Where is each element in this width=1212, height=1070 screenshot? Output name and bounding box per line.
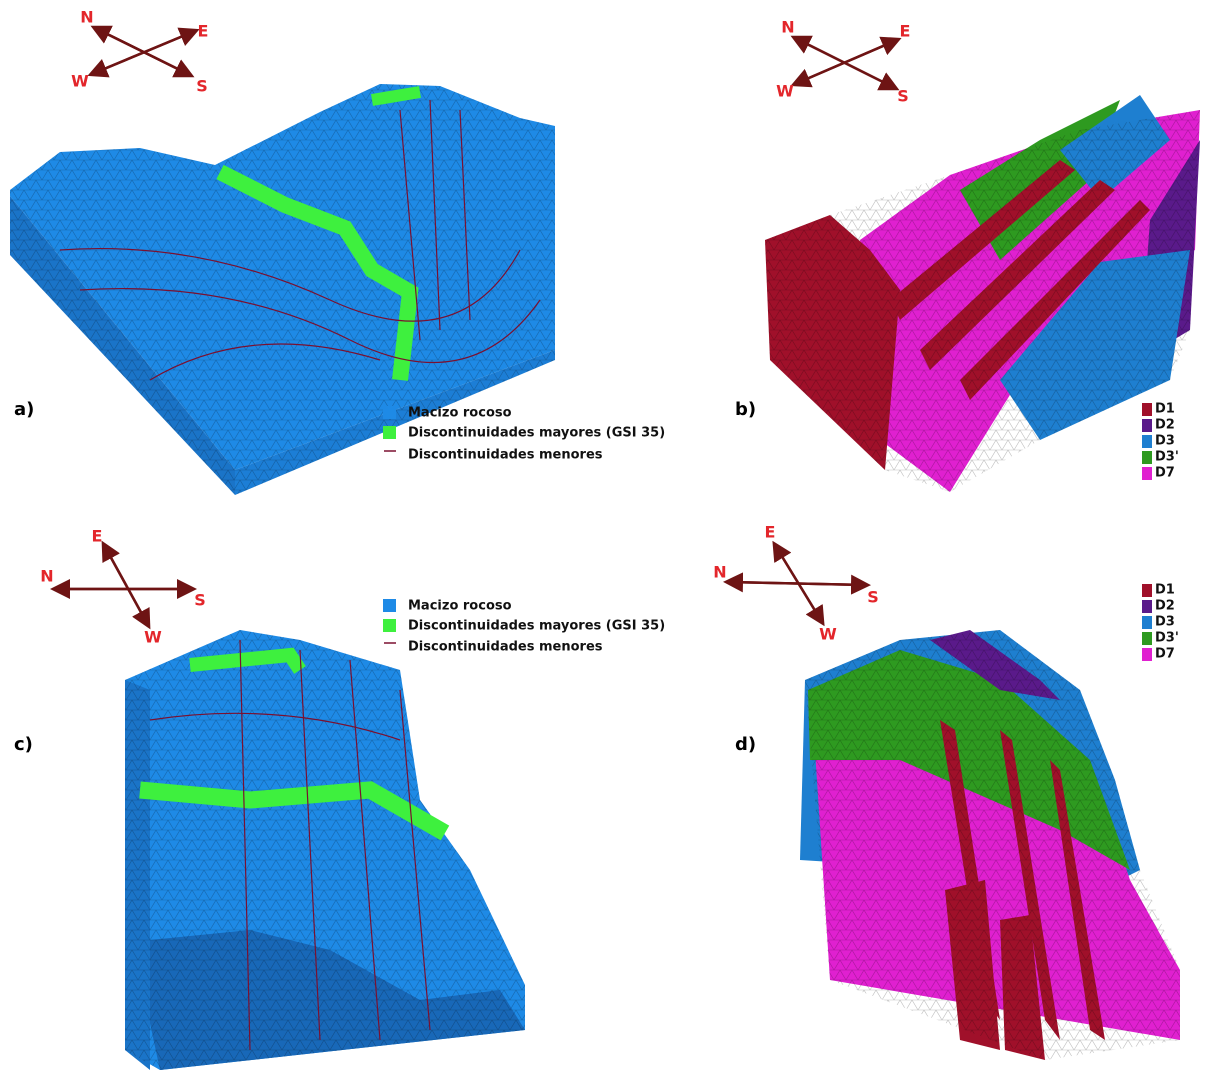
panel-label: a)	[14, 399, 34, 420]
legend-label: D3'	[1155, 631, 1179, 646]
legend-swatch	[1142, 632, 1152, 645]
legend-label: Macizo rocoso	[408, 599, 512, 614]
panel-a: N E W S a) Macizo rocoso Discontinuidade…	[10, 8, 665, 496]
compass-label: E	[765, 523, 776, 542]
compass-label: W	[144, 628, 162, 647]
legend-swatch	[1142, 648, 1152, 661]
legend-label: D1	[1155, 583, 1175, 598]
legend-label: Discontinuidades mayores (GSI 35)	[408, 426, 665, 441]
compass-label: N	[80, 8, 93, 27]
legend-label: D3	[1155, 434, 1175, 449]
legend-swatch	[1142, 435, 1152, 448]
legend-label: D7	[1155, 647, 1175, 662]
compass-label: S	[194, 591, 206, 610]
legend-label: D1	[1155, 402, 1175, 417]
compass-label: W	[776, 82, 794, 101]
compass-label: S	[897, 87, 909, 106]
compass-label: E	[900, 22, 911, 41]
legend-label: Discontinuidades menores	[408, 640, 603, 655]
legend-label: D3	[1155, 615, 1175, 630]
legend-label: Discontinuidades mayores (GSI 35)	[408, 619, 665, 634]
compass-label: E	[198, 22, 209, 41]
legend-label: D2	[1155, 418, 1175, 433]
model-side	[125, 680, 150, 1070]
legend-swatch	[1142, 584, 1152, 597]
compass-label: W	[71, 72, 89, 91]
legend-label: Discontinuidades menores	[408, 448, 603, 463]
legend-swatch	[383, 426, 396, 439]
legend-swatch	[1142, 403, 1152, 416]
compass-label: S	[196, 77, 208, 96]
legend-swatch	[1142, 419, 1152, 432]
compass-label: W	[819, 625, 837, 644]
compass-label: E	[92, 527, 103, 546]
compass-arrow	[92, 31, 195, 74]
panel-label: b)	[735, 399, 756, 420]
legend-swatch	[383, 619, 396, 632]
figure: N E W S a) Macizo rocoso Discontinuidade…	[0, 0, 1212, 1070]
compass-arrow	[104, 545, 148, 625]
legend-swatch	[383, 599, 396, 612]
legend-label: D7	[1155, 466, 1175, 481]
compass-label: N	[713, 563, 726, 582]
compass-label: S	[867, 588, 879, 607]
panel-c: E N S W c) Macizo rocoso Discontinuidade…	[14, 527, 665, 1070]
panel-label: c)	[14, 734, 33, 755]
compass-label: N	[40, 567, 53, 586]
panel-label: d)	[735, 734, 756, 755]
legend-label: D3'	[1155, 450, 1179, 465]
legend-swatch	[1142, 451, 1152, 464]
legend-label: Macizo rocoso	[408, 406, 512, 421]
legend-swatch	[1142, 467, 1152, 480]
compass-label: N	[781, 18, 794, 37]
legend-swatch	[383, 406, 396, 419]
legend-swatch	[1142, 616, 1152, 629]
legend-swatch	[1142, 600, 1152, 613]
major-discontinuity	[372, 92, 420, 100]
legend-label: D2	[1155, 599, 1175, 614]
